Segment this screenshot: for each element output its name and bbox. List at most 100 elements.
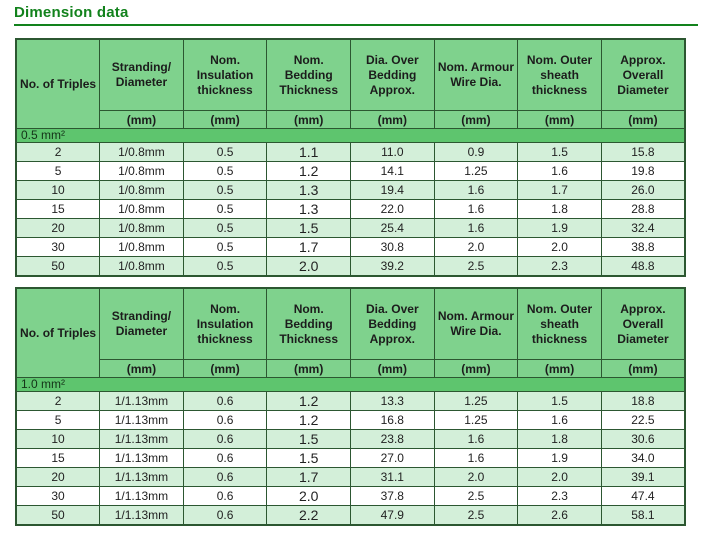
col-header-overall-diameter: Approx. Overall Diameter bbox=[600, 38, 686, 111]
cell: 1/1.13mm bbox=[99, 391, 184, 411]
dimension-table-section-0-5mm: No. of Triples Stranding/ Diameter Nom. … bbox=[15, 38, 686, 277]
table-row: 50 1/0.8mm 0.5 2.0 39.2 2.5 2.3 48.8 bbox=[15, 256, 686, 277]
unit-cell: (mm) bbox=[433, 359, 519, 378]
cell: 32.4 bbox=[600, 218, 686, 238]
page-title: Dimension data bbox=[14, 4, 698, 26]
cell: 20 bbox=[15, 467, 101, 487]
col-header-bedding-thickness: Nom. Bedding Thickness bbox=[266, 287, 351, 360]
dimension-table-section-1-0mm: No. of Triples Stranding/ Diameter Nom. … bbox=[15, 287, 686, 526]
header-row: No. of Triples Stranding/ Diameter Nom. … bbox=[15, 38, 686, 129]
cell: 2.0 bbox=[266, 486, 351, 506]
cell: 38.8 bbox=[600, 237, 686, 257]
cell: 1.9 bbox=[517, 218, 602, 238]
cell: 1.5 bbox=[517, 391, 602, 411]
table-row: 30 1/1.13mm 0.6 2.0 37.8 2.5 2.3 47.4 bbox=[15, 486, 686, 506]
cell: 1/0.8mm bbox=[99, 256, 184, 277]
cell: 0.5 bbox=[182, 161, 268, 181]
cell: 2.0 bbox=[517, 237, 602, 257]
cell: 1/0.8mm bbox=[99, 142, 184, 162]
cell: 15 bbox=[15, 199, 101, 219]
cell: 1.5 bbox=[266, 448, 351, 468]
col-header-no-of-triples: No. of Triples bbox=[15, 287, 101, 378]
cell: 2.2 bbox=[266, 505, 351, 526]
col-header-insulation-thickness: Nom. Insulation thickness bbox=[182, 38, 268, 111]
unit-cell: (mm) bbox=[600, 359, 686, 378]
cell: 39.2 bbox=[350, 256, 435, 277]
cell: 1.7 bbox=[266, 237, 351, 257]
unit-cell: (mm) bbox=[266, 110, 351, 129]
cell: 0.5 bbox=[182, 199, 268, 219]
table-row: 5 1/0.8mm 0.5 1.2 14.1 1.25 1.6 19.8 bbox=[15, 161, 686, 181]
cell: 39.1 bbox=[600, 467, 686, 487]
cell: 23.8 bbox=[350, 429, 435, 449]
col-header-dia-over-bedding: Dia. Over Bedding Approx. bbox=[350, 38, 435, 111]
cell: 48.8 bbox=[600, 256, 686, 277]
cell: 16.8 bbox=[350, 410, 435, 430]
cell: 1/0.8mm bbox=[99, 237, 184, 257]
cell: 1.5 bbox=[266, 218, 351, 238]
cell: 1.5 bbox=[266, 429, 351, 449]
cell: 2.5 bbox=[433, 505, 519, 526]
cell: 14.1 bbox=[350, 161, 435, 181]
dimension-table-0-5mm: No. of Triples Stranding/ Diameter Nom. … bbox=[15, 38, 686, 277]
table-row: 15 1/1.13mm 0.6 1.5 27.0 1.6 1.9 34.0 bbox=[15, 448, 686, 468]
col-header-outer-sheath-thickness: Nom. Outer sheath thickness bbox=[517, 287, 602, 360]
table-row: 10 1/1.13mm 0.6 1.5 23.8 1.6 1.8 30.6 bbox=[15, 429, 686, 449]
cell: 19.8 bbox=[600, 161, 686, 181]
size-band-label: 0.5 mm² bbox=[15, 128, 686, 143]
cell: 0.6 bbox=[182, 505, 268, 526]
col-header-insulation-thickness: Nom. Insulation thickness bbox=[182, 287, 268, 360]
cell: 18.8 bbox=[600, 391, 686, 411]
cell: 2.5 bbox=[433, 486, 519, 506]
cell: 0.6 bbox=[182, 467, 268, 487]
cell: 34.0 bbox=[600, 448, 686, 468]
cell: 1.7 bbox=[517, 180, 602, 200]
cell: 30.8 bbox=[350, 237, 435, 257]
cell: 20 bbox=[15, 218, 101, 238]
dimension-table-1-0mm: No. of Triples Stranding/ Diameter Nom. … bbox=[15, 287, 686, 526]
cell: 1.6 bbox=[433, 218, 519, 238]
cell: 1.9 bbox=[517, 448, 602, 468]
table-row: 10 1/0.8mm 0.5 1.3 19.4 1.6 1.7 26.0 bbox=[15, 180, 686, 200]
cell: 1/0.8mm bbox=[99, 161, 184, 181]
cell: 0.5 bbox=[182, 256, 268, 277]
cell: 13.3 bbox=[350, 391, 435, 411]
cell: 1.8 bbox=[517, 199, 602, 219]
cell: 47.9 bbox=[350, 505, 435, 526]
cell: 0.9 bbox=[433, 142, 519, 162]
cell: 1/1.13mm bbox=[99, 429, 184, 449]
cell: 11.0 bbox=[350, 142, 435, 162]
cell: 1.3 bbox=[266, 199, 351, 219]
cell: 2.0 bbox=[433, 467, 519, 487]
cell: 1/1.13mm bbox=[99, 410, 184, 430]
col-header-stranding-diameter: Stranding/ Diameter bbox=[99, 287, 184, 360]
unit-cell: (mm) bbox=[600, 110, 686, 129]
cell: 26.0 bbox=[600, 180, 686, 200]
cell: 10 bbox=[15, 429, 101, 449]
cell: 2.3 bbox=[517, 256, 602, 277]
cell: 2 bbox=[15, 391, 101, 411]
unit-cell: (mm) bbox=[433, 110, 519, 129]
cell: 1.25 bbox=[433, 391, 519, 411]
cell: 0.6 bbox=[182, 429, 268, 449]
cell: 25.4 bbox=[350, 218, 435, 238]
cell: 1.25 bbox=[433, 410, 519, 430]
cell: 1.6 bbox=[433, 199, 519, 219]
col-header-stranding-diameter: Stranding/ Diameter bbox=[99, 38, 184, 111]
cell: 15.8 bbox=[600, 142, 686, 162]
cell: 1.1 bbox=[266, 142, 351, 162]
size-band-label: 1.0 mm² bbox=[15, 377, 686, 392]
unit-cell: (mm) bbox=[266, 359, 351, 378]
table-row: 2 1/0.8mm 0.5 1.1 11.0 0.9 1.5 15.8 bbox=[15, 142, 686, 162]
table-body: 2 1/0.8mm 0.5 1.1 11.0 0.9 1.5 15.8 5 1/0.8mm 0.5 1… bbox=[15, 142, 686, 277]
cell: 22.0 bbox=[350, 199, 435, 219]
unit-cell: (mm) bbox=[350, 359, 435, 378]
cell: 19.4 bbox=[350, 180, 435, 200]
unit-cell: (mm) bbox=[517, 359, 602, 378]
table-row: 15 1/0.8mm 0.5 1.3 22.0 1.6 1.8 28.8 bbox=[15, 199, 686, 219]
cell: 1/0.8mm bbox=[99, 180, 184, 200]
cell: 10 bbox=[15, 180, 101, 200]
cell: 1.2 bbox=[266, 161, 351, 181]
cell: 1.2 bbox=[266, 410, 351, 430]
cell: 0.6 bbox=[182, 486, 268, 506]
